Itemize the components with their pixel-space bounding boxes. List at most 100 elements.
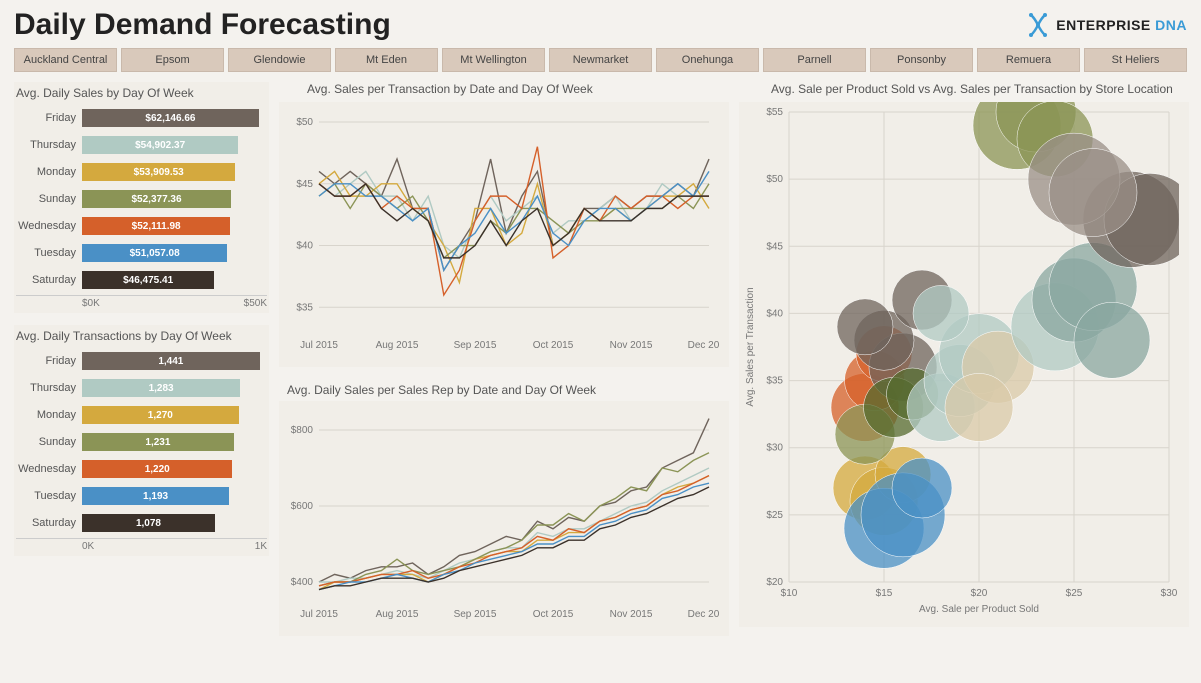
- bar-value: 1,078: [136, 518, 161, 529]
- slicer-glendowie[interactable]: Glendowie: [228, 48, 331, 72]
- bar-row-sunday[interactable]: Sunday $52,377.36: [16, 187, 267, 211]
- line-sales-per-rep-chart[interactable]: $400$600$800Jul 2015Aug 2015Sep 2015Oct …: [279, 401, 729, 636]
- series-sunday[interactable]: [319, 453, 709, 586]
- svg-text:Nov 2015: Nov 2015: [610, 609, 653, 620]
- brand: ENTERPRISE DNA: [1026, 13, 1187, 37]
- svg-text:Aug 2015: Aug 2015: [376, 609, 419, 620]
- page-title: Daily Demand Forecasting: [14, 8, 391, 42]
- bar-sales-title: Avg. Daily Sales by Day Of Week: [16, 86, 267, 100]
- svg-text:Avg. Sale per Product Sold: Avg. Sale per Product Sold: [919, 604, 1039, 615]
- bar-row-thursday[interactable]: Thursday$54,902.37: [16, 133, 267, 157]
- slicer-parnell[interactable]: Parnell: [763, 48, 866, 72]
- brand-text: ENTERPRISE DNA: [1056, 17, 1187, 33]
- slicer-epsom[interactable]: Epsom: [121, 48, 224, 72]
- series-monday[interactable]: [319, 476, 709, 590]
- slicer-row: Auckland CentralEpsomGlendowieMt EdenMt …: [14, 48, 1187, 72]
- bar-value: $62,146.66: [145, 113, 195, 124]
- bar-row-saturday[interactable]: Saturday $46,475.41: [16, 268, 267, 292]
- svg-text:$45: $45: [296, 179, 313, 190]
- slicer-remuera[interactable]: Remuera: [977, 48, 1080, 72]
- svg-text:$800: $800: [291, 425, 314, 436]
- bubble[interactable]: [945, 373, 1013, 441]
- bar-row-friday[interactable]: Friday $62,146.66: [16, 106, 267, 130]
- line-sales-per-trans-chart[interactable]: $35$40$45$50Jul 2015Aug 2015Sep 2015Oct …: [279, 102, 729, 367]
- series-wednesday[interactable]: [319, 476, 709, 586]
- bar-row-thursday[interactable]: Thursday1,283: [16, 376, 267, 400]
- bar-label: Friday: [16, 112, 82, 124]
- svg-text:Sep 2015: Sep 2015: [454, 609, 497, 620]
- scatter-title: Avg. Sale per Product Sold vs Avg. Sales…: [771, 82, 1189, 96]
- svg-text:$35: $35: [296, 302, 313, 313]
- slicer-ponsonby[interactable]: Ponsonby: [870, 48, 973, 72]
- bar-label: Saturday: [16, 517, 82, 529]
- slicer-newmarket[interactable]: Newmarket: [549, 48, 652, 72]
- svg-text:$25: $25: [766, 510, 783, 521]
- svg-text:$10: $10: [781, 588, 798, 599]
- svg-text:Aug 2015: Aug 2015: [376, 340, 419, 351]
- svg-text:$30: $30: [766, 443, 783, 454]
- bubble[interactable]: [1074, 302, 1150, 378]
- line1-title: Avg. Sales per Transaction by Date and D…: [307, 82, 729, 96]
- slicer-auckland-central[interactable]: Auckland Central: [14, 48, 117, 72]
- bar-trans-panel: Avg. Daily Transactions by Day Of Week F…: [14, 325, 269, 556]
- slicer-st-heliers[interactable]: St Heliers: [1084, 48, 1187, 72]
- svg-text:$55: $55: [766, 107, 783, 118]
- bar-row-wednesday[interactable]: Wednesday1,220: [16, 457, 267, 481]
- bar-label: Wednesday: [16, 220, 82, 232]
- svg-text:$20: $20: [766, 577, 783, 588]
- bubble[interactable]: [837, 299, 893, 355]
- svg-text:$35: $35: [766, 376, 783, 387]
- middle-column: Avg. Sales per Transaction by Date and D…: [279, 82, 729, 636]
- bar-label: Monday: [16, 166, 82, 178]
- right-column: Avg. Sale per Product Sold vs Avg. Sales…: [739, 82, 1189, 627]
- bar-sales-chart[interactable]: Friday $62,146.66 Thursday$54,902.37 Monday…: [16, 106, 267, 292]
- bubble[interactable]: [913, 285, 969, 341]
- bar-label: Friday: [16, 355, 82, 367]
- svg-text:$25: $25: [1066, 588, 1083, 599]
- bar-value: 1,231: [145, 437, 170, 448]
- bar-label: Sunday: [16, 193, 82, 205]
- bubble[interactable]: [1049, 149, 1137, 237]
- bar-label: Thursday: [16, 382, 82, 394]
- svg-text:Dec 2015: Dec 2015: [688, 340, 719, 351]
- svg-text:Dec 2015: Dec 2015: [688, 609, 719, 620]
- series-sunday[interactable]: [319, 184, 709, 258]
- bar-value: $53,909.53: [134, 167, 184, 178]
- svg-text:$40: $40: [766, 308, 783, 319]
- dna-icon: [1026, 13, 1050, 37]
- bar-value: $46,475.41: [123, 275, 173, 286]
- bar-value: 1,441: [158, 356, 183, 367]
- svg-text:$50: $50: [766, 174, 783, 185]
- bar-value: $51,057.08: [130, 248, 180, 259]
- bubble[interactable]: [892, 458, 952, 518]
- bar-value: $52,111.98: [132, 221, 181, 232]
- bar-row-saturday[interactable]: Saturday 1,078: [16, 511, 267, 535]
- svg-text:Sep 2015: Sep 2015: [454, 340, 497, 351]
- bar-value: 1,220: [145, 464, 170, 475]
- bar-trans-axis: 0K 1K: [16, 538, 267, 552]
- bar-sales-axis: $0K $50K: [16, 295, 267, 309]
- bar-row-monday[interactable]: Monday $53,909.53: [16, 160, 267, 184]
- series-thursday[interactable]: [319, 171, 709, 257]
- bar-row-tuesday[interactable]: Tuesday$51,057.08: [16, 241, 267, 265]
- bar-row-tuesday[interactable]: Tuesday1,193: [16, 484, 267, 508]
- bar-value: $52,377.36: [132, 194, 182, 205]
- svg-text:Avg. Sales per Transaction: Avg. Sales per Transaction: [745, 287, 756, 406]
- svg-text:$45: $45: [766, 241, 783, 252]
- slicer-mt-eden[interactable]: Mt Eden: [335, 48, 438, 72]
- svg-text:Jul 2015: Jul 2015: [300, 609, 338, 620]
- bar-row-sunday[interactable]: Sunday1,231: [16, 430, 267, 454]
- slicer-onehunga[interactable]: Onehunga: [656, 48, 759, 72]
- bar-row-monday[interactable]: Monday1,270: [16, 403, 267, 427]
- bar-label: Saturday: [16, 274, 82, 286]
- bar-trans-chart[interactable]: Friday 1,441 Thursday1,283 Monday1,270 Sunda…: [16, 349, 267, 535]
- bar-row-wednesday[interactable]: Wednesday $52,111.98: [16, 214, 267, 238]
- bar-value: 1,193: [143, 491, 168, 502]
- bar-trans-title: Avg. Daily Transactions by Day Of Week: [16, 329, 267, 343]
- bar-row-friday[interactable]: Friday 1,441: [16, 349, 267, 373]
- header: Daily Demand Forecasting ENTERPRISE DNA: [14, 8, 1187, 42]
- scatter-chart[interactable]: $20$25$30$35$40$45$50$55$10$15$20$25$30A…: [739, 102, 1189, 627]
- slicer-mt-wellington[interactable]: Mt Wellington: [442, 48, 545, 72]
- svg-text:$15: $15: [876, 588, 893, 599]
- bar-value: 1,270: [148, 410, 173, 421]
